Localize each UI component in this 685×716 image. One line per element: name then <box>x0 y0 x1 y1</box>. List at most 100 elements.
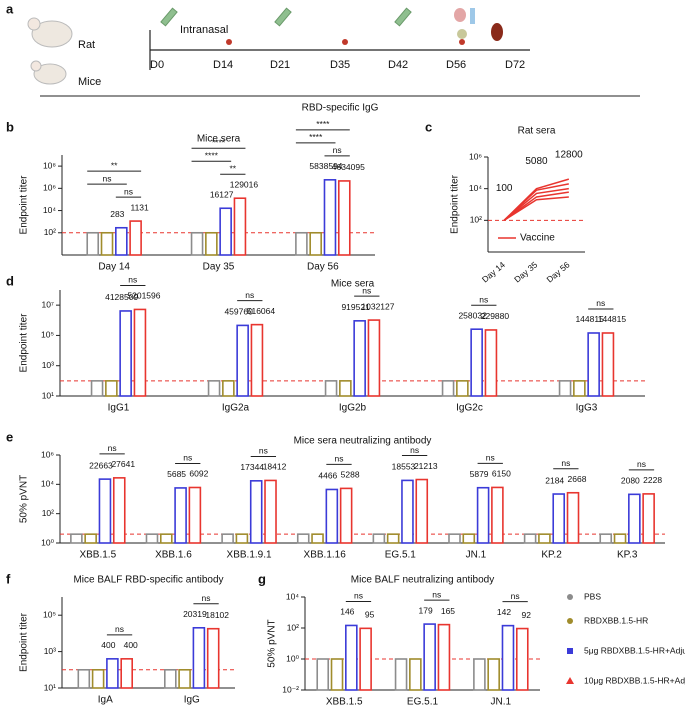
x-tick-label: XBB.1.16 <box>304 550 347 561</box>
significance-label: ** <box>111 160 118 170</box>
bar <box>476 486 490 544</box>
x-tick-label: IgG3 <box>576 403 598 414</box>
bar <box>233 197 247 256</box>
bar <box>119 310 132 397</box>
bar <box>441 380 455 397</box>
bar <box>538 533 551 544</box>
x-tick-label: IgG2c <box>456 403 483 414</box>
data-label: 1032127 <box>361 301 394 311</box>
x-tick-label: JN.1 <box>491 697 512 708</box>
x-tick-label: KP.3 <box>617 550 638 561</box>
figure-header: RBD-specific IgG <box>302 103 379 114</box>
data-label: 4466 <box>318 471 337 481</box>
legend-marker <box>567 618 573 624</box>
data-label: 22663 <box>89 460 113 470</box>
significance-label: ns <box>432 589 441 599</box>
bar <box>249 480 263 544</box>
data-label: 144815 <box>575 314 604 324</box>
chart-title: Mice BALF RBD-specific antibody <box>73 575 223 586</box>
y-axis-label: 50% pVNT <box>267 619 278 667</box>
significance-label: ns <box>202 593 211 603</box>
bar <box>552 493 566 544</box>
x-tick-label: XBB.1.5 <box>326 697 363 708</box>
bar <box>523 533 537 544</box>
bar <box>330 658 344 691</box>
legend-label: 10μg RBDXBB.1.5-HR+Adjuvant <box>584 675 685 685</box>
data-label: 18102 <box>205 610 229 620</box>
panel-letter: b <box>6 119 14 134</box>
bar <box>501 624 515 691</box>
data-label: 165 <box>441 606 455 616</box>
blood-drops <box>226 8 503 45</box>
significance-label: ns <box>108 443 117 453</box>
bar <box>491 486 504 544</box>
y-tick-label: 10⁶ <box>43 183 56 193</box>
bar <box>339 380 352 397</box>
y-axis-label: Endpoint titer <box>19 313 30 373</box>
x-tick-label: Day 35 <box>203 262 235 273</box>
y-axis-label: Endpoint titer <box>19 175 30 235</box>
bar <box>133 308 147 397</box>
significance-label: ns <box>183 453 192 463</box>
significance-label: ns <box>354 591 363 601</box>
significance-label: ns <box>259 446 268 456</box>
panel-letter: g <box>258 571 266 586</box>
data-label: 144815 <box>598 314 627 324</box>
x-tick-label: Day 56 <box>545 259 572 284</box>
data-label: 5879 <box>470 469 489 479</box>
y-tick-label: 10⁴ <box>469 183 482 193</box>
x-tick-label: IgG <box>184 695 200 706</box>
y-tick-label: 10⁰ <box>286 653 299 663</box>
panel-letter: d <box>6 273 14 288</box>
bar <box>323 179 337 256</box>
y-tick-label: 10² <box>42 508 54 518</box>
significance-label: ns <box>103 173 112 183</box>
significance-label: ** <box>229 163 236 173</box>
bar <box>324 380 338 397</box>
data-label: 18553 <box>392 462 416 472</box>
x-tick-label: EG.5.1 <box>385 550 417 561</box>
data-label: 5288 <box>341 470 360 480</box>
significance-label: **** <box>316 119 330 129</box>
bar <box>484 329 498 397</box>
bar <box>309 231 322 256</box>
bar <box>159 533 173 544</box>
bar <box>164 668 177 689</box>
bar <box>353 320 366 397</box>
significance-label: ns <box>561 458 570 468</box>
bar <box>235 533 249 544</box>
chart-title: Mice BALF neutralizing antibody <box>351 575 494 586</box>
bar <box>98 478 112 544</box>
y-tick-label: 10² <box>44 227 56 237</box>
bar <box>250 323 264 397</box>
bar <box>599 533 613 544</box>
timepoint: D21 <box>270 59 290 71</box>
x-tick-label: Day 56 <box>307 262 339 273</box>
bar <box>473 658 486 691</box>
significance-label: ns <box>333 145 342 155</box>
panel-letter: f <box>6 571 11 586</box>
data-label: 5080 <box>525 156 548 167</box>
bar <box>178 668 191 689</box>
data-label: 21213 <box>414 461 438 471</box>
bar <box>628 493 641 544</box>
x-tick-label: IgG2b <box>339 403 367 414</box>
data-label: 27641 <box>111 459 135 469</box>
x-tick-label: KP.2 <box>541 550 562 561</box>
bar <box>372 533 386 544</box>
data-label: 18412 <box>263 462 287 472</box>
panel-letter: a <box>6 1 14 16</box>
data-label: 20319 <box>183 609 207 619</box>
bar <box>386 533 400 544</box>
bar <box>206 627 220 689</box>
bar <box>190 231 204 256</box>
bar <box>359 627 372 691</box>
data-label: 16127 <box>210 189 234 199</box>
y-tick-label: 10¹ <box>44 682 56 692</box>
y-tick-label: 10⁵ <box>43 609 56 619</box>
bar <box>120 658 133 689</box>
panel-letter: c <box>425 119 432 134</box>
panel-letter: e <box>6 429 13 444</box>
y-tick-label: 10⁶ <box>469 151 482 161</box>
